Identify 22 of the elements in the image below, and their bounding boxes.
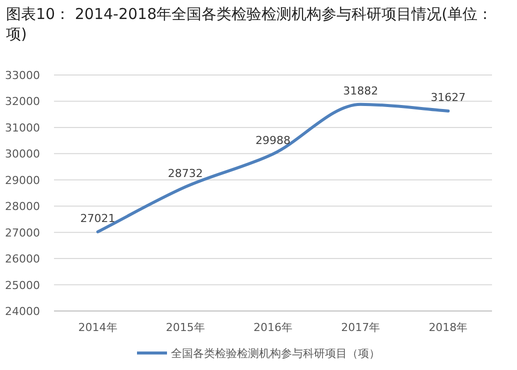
- y-tick-label: 24000: [5, 305, 40, 318]
- x-tick-label: 2015年: [166, 321, 205, 334]
- y-tick-label: 30000: [5, 148, 40, 161]
- y-tick-label: 25000: [5, 278, 40, 292]
- data-label: 29988: [256, 134, 290, 147]
- data-label: 31882: [343, 84, 378, 98]
- data-label: 31627: [430, 91, 466, 104]
- y-tick-label: 32000: [5, 95, 40, 108]
- chart-title: 图表10： 2014-2018年全国各类检验检测机构参与科研项目情况(单位：项): [6, 4, 494, 44]
- y-tick-label: 31000: [5, 121, 40, 134]
- data-label: 27021: [80, 212, 116, 225]
- x-tick-label: 2016年: [254, 321, 292, 334]
- x-tick-label: 2014年: [78, 321, 118, 334]
- y-tick-label: 26000: [5, 252, 40, 266]
- legend-label: 全国各类检验检测机构参与科研项目（项）: [171, 347, 380, 360]
- y-tick-label: 28000: [5, 200, 40, 214]
- x-tick-label: 2018年: [428, 321, 468, 334]
- y-tick-label: 27000: [5, 226, 40, 240]
- y-tick-label: 29000: [5, 174, 40, 187]
- y-tick-label: 33000: [5, 69, 40, 82]
- data-label: 28732: [168, 166, 203, 180]
- x-tick-label: 2017年: [341, 321, 380, 334]
